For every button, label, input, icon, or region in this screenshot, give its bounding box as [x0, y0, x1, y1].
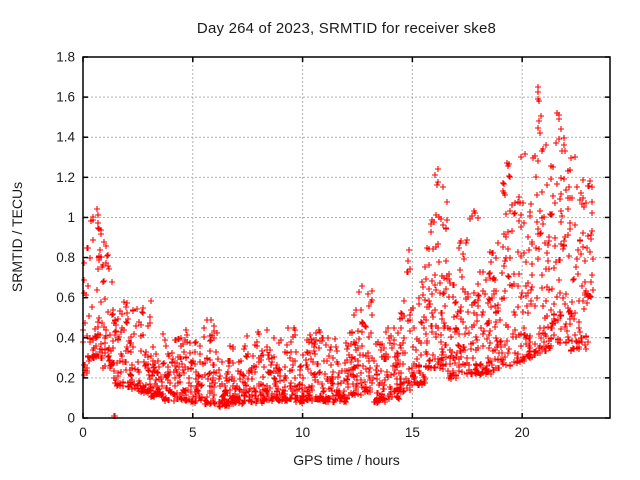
y-tick-label: 1.6: [56, 90, 75, 105]
y-tick-label: 1.4: [56, 130, 75, 145]
y-tick-label: 1.8: [56, 50, 75, 65]
x-tick-labels: 0 5 10 15 20: [79, 425, 529, 440]
y-tick-label: 1.2: [56, 170, 75, 185]
y-tick-label: 0.2: [56, 370, 75, 385]
y-tick-label: 0.8: [56, 250, 75, 265]
scatter-points: [80, 84, 596, 419]
x-tick-label: 5: [189, 425, 197, 440]
x-tick-label: 15: [405, 425, 420, 440]
plot-border: [82, 56, 611, 419]
axis-ticks: [82, 56, 610, 419]
x-tick-label: 0: [79, 425, 87, 440]
x-tick-label: 10: [295, 425, 310, 440]
chart-title: Day 264 of 2023, SRMTID for receiver ske…: [196, 20, 497, 37]
y-tick-label: 0: [67, 411, 75, 426]
y-tick-label: 1: [67, 210, 75, 225]
y-tick-label: 0.6: [56, 290, 75, 305]
x-tick-label: 20: [515, 425, 530, 440]
y-tick-labels: 0 0.2 0.4 0.6 0.8 1 1.2 1.4 1.6 1.8: [56, 50, 75, 426]
y-tick-label: 0.4: [56, 330, 75, 345]
x-axis-label: GPS time / hours: [293, 452, 400, 468]
